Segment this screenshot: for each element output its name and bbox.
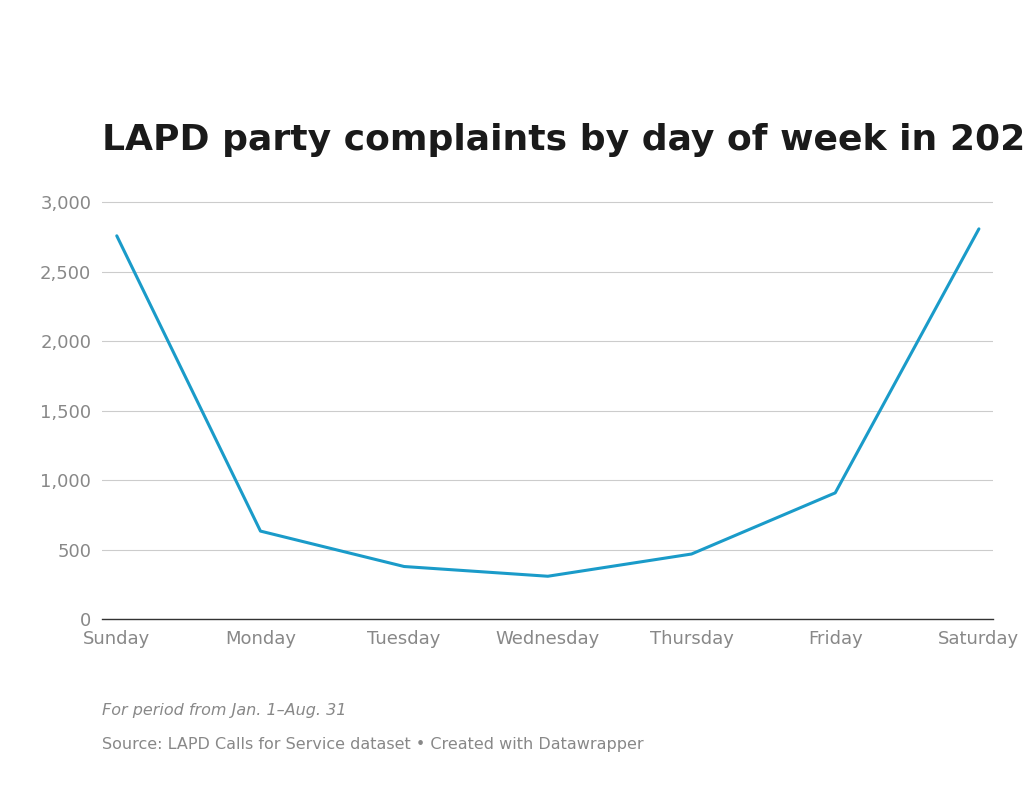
Text: LAPD party complaints by day of week in 2024: LAPD party complaints by day of week in … <box>102 123 1024 156</box>
Text: Source: LAPD Calls for Service dataset • Created with Datawrapper: Source: LAPD Calls for Service dataset •… <box>102 737 644 752</box>
Text: For period from Jan. 1–Aug. 31: For period from Jan. 1–Aug. 31 <box>102 703 347 718</box>
